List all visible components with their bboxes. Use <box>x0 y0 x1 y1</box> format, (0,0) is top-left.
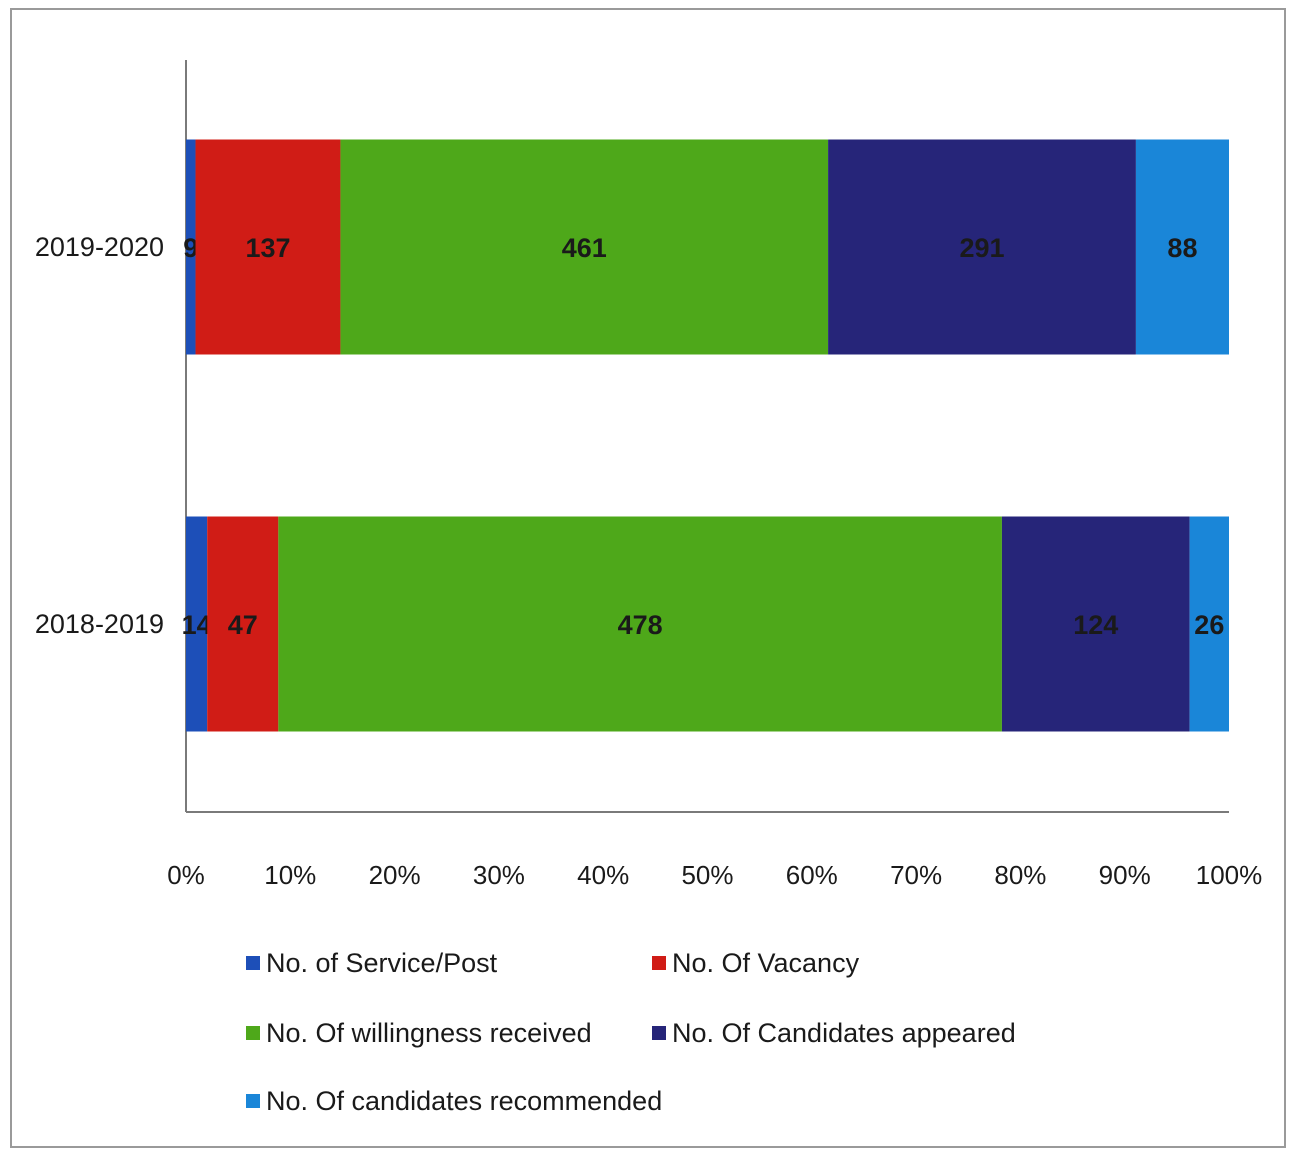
data-label: 291 <box>959 233 1004 263</box>
x-tick-label: 70% <box>890 860 942 890</box>
data-label: 14 <box>182 610 212 640</box>
bar-segment <box>340 139 829 355</box>
data-label: 47 <box>228 610 258 640</box>
category-label: 2018-2019 <box>35 609 164 639</box>
legend-swatch <box>652 1026 666 1040</box>
data-label: 88 <box>1167 233 1197 263</box>
legend-swatch <box>652 956 666 970</box>
legend-label: No. Of Candidates appeared <box>672 1018 1016 1048</box>
data-label: 137 <box>245 233 290 263</box>
x-tick-label: 30% <box>473 860 525 890</box>
x-tick-label: 20% <box>369 860 421 890</box>
data-label: 9 <box>183 233 198 263</box>
bar-segment <box>186 139 196 355</box>
data-label: 124 <box>1073 610 1118 640</box>
bar-segment <box>1135 139 1229 355</box>
data-label: 26 <box>1194 610 1224 640</box>
legend-label: No. Of willingness received <box>266 1018 592 1048</box>
x-tick-label: 60% <box>786 860 838 890</box>
bar-segment <box>828 139 1136 355</box>
bar-segment <box>1001 516 1190 732</box>
legend-swatch <box>246 1094 260 1108</box>
x-tick-label: 40% <box>577 860 629 890</box>
legend-swatch <box>246 1026 260 1040</box>
x-tick-label: 50% <box>681 860 733 890</box>
legend-label: No. Of Vacancy <box>672 948 860 978</box>
legend-label: No. Of candidates recommended <box>266 1086 662 1116</box>
bar-segment <box>278 516 1002 732</box>
category-label: 2019-2020 <box>35 232 164 262</box>
legend-label: No. of Service/Post <box>266 948 498 978</box>
x-tick-label: 100% <box>1196 860 1263 890</box>
bar-segment <box>195 139 341 355</box>
x-tick-label: 80% <box>994 860 1046 890</box>
data-label: 461 <box>562 233 607 263</box>
bar-segment <box>1189 516 1229 732</box>
x-tick-label: 0% <box>167 860 205 890</box>
x-tick-label: 90% <box>1099 860 1151 890</box>
legend-swatch <box>246 956 260 970</box>
bar-segment <box>186 516 208 732</box>
x-tick-label: 10% <box>264 860 316 890</box>
data-label: 478 <box>618 610 663 640</box>
bar-segment <box>207 516 279 732</box>
